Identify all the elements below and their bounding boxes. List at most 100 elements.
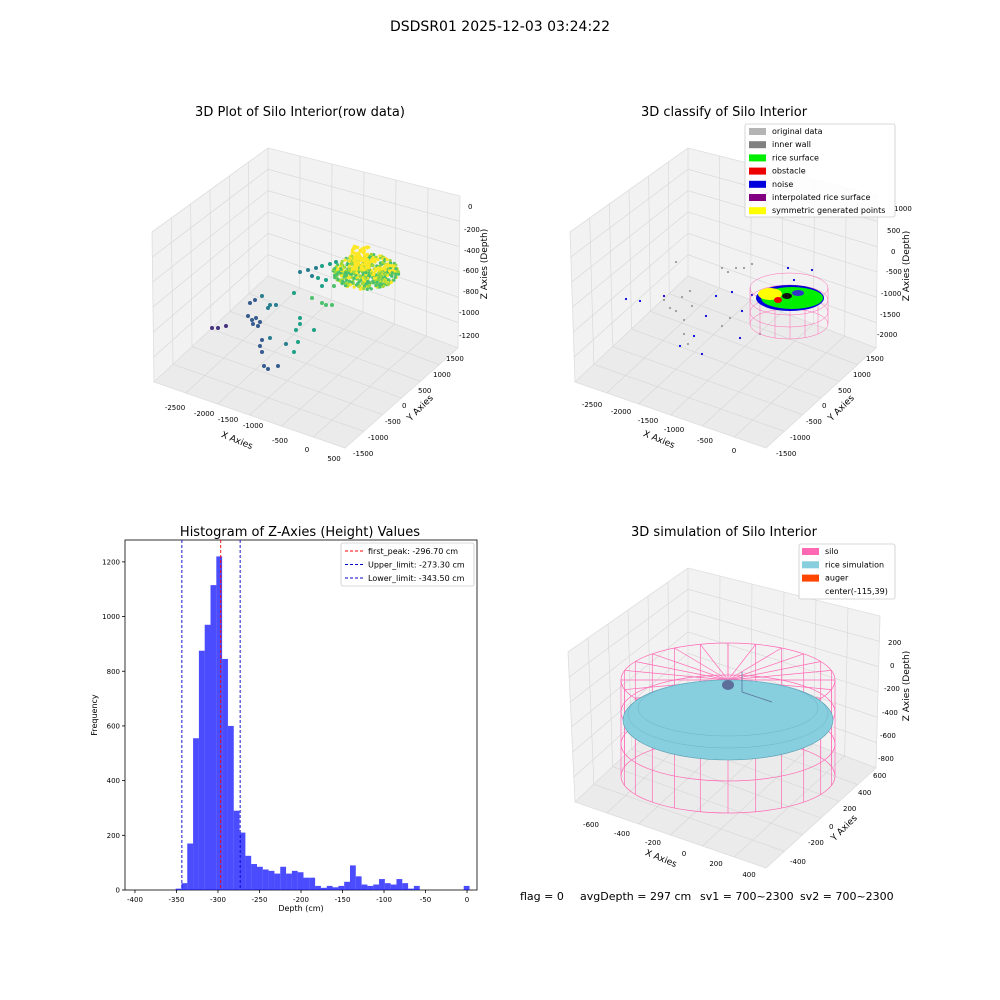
raw-data-point xyxy=(356,263,360,267)
histogram-bar xyxy=(355,876,362,890)
raw-data-point xyxy=(274,303,278,307)
original-data-point xyxy=(728,316,732,320)
classify-ztick: 1000 xyxy=(894,205,912,213)
raw-data-point xyxy=(359,249,363,253)
silo-wire xyxy=(624,670,729,681)
sim-ztick: 0 xyxy=(890,662,894,670)
classify-ztick: -2000 xyxy=(877,331,897,339)
histogram-bar xyxy=(309,877,316,890)
sim-ztick: 200 xyxy=(888,639,901,647)
raw-data-point xyxy=(296,340,300,344)
histogram-bar xyxy=(320,887,327,890)
raw-data-point xyxy=(370,258,374,262)
raw-data-point xyxy=(324,303,328,307)
raw-data-point xyxy=(343,265,347,269)
raw-data-point xyxy=(248,301,252,305)
histogram-x-ticks: -400 -350 -300 -250 -200 -150 -100 -50 0 xyxy=(127,890,469,904)
raw-data-point xyxy=(260,338,264,342)
histogram-reference-lines xyxy=(181,540,241,890)
histogram-ytick-label: 800 xyxy=(107,668,120,676)
raw-ztick: -1000 xyxy=(459,309,479,317)
noise-point xyxy=(730,290,734,294)
raw-data-point xyxy=(364,262,368,267)
classify-rice-surface xyxy=(756,285,824,311)
raw-data-point xyxy=(386,278,391,282)
classify-ytick: 500 xyxy=(838,387,851,395)
sim-xtick: -400 xyxy=(614,830,630,838)
sim-xtick: 400 xyxy=(742,871,755,879)
legend-swatch xyxy=(802,548,819,555)
sim-xlabel: X Axies xyxy=(643,848,678,870)
histogram-bar xyxy=(332,887,339,890)
histogram-bar xyxy=(291,870,298,890)
raw-data-point xyxy=(364,282,369,286)
raw-data-point xyxy=(350,280,354,285)
noise-point xyxy=(662,294,666,298)
raw-data-point xyxy=(276,364,280,368)
legend-swatch xyxy=(749,194,766,201)
legend-swatch xyxy=(802,574,819,582)
classify-ztick: 0 xyxy=(891,248,895,256)
raw-ytick: 1000 xyxy=(433,371,451,379)
raw-data-point xyxy=(374,283,378,288)
raw-data-point xyxy=(377,271,381,275)
raw-data-point xyxy=(268,336,272,340)
sim-xtick: -200 xyxy=(645,839,661,847)
raw-data-point xyxy=(250,318,254,322)
raw-data-point xyxy=(361,282,365,286)
raw-xtick: 0 xyxy=(305,446,309,454)
sim-ytick: 200 xyxy=(843,805,856,813)
raw-data-point xyxy=(328,262,332,266)
raw-data-point xyxy=(324,278,328,282)
legend-label: interpolated rice surface xyxy=(772,193,870,202)
raw-zlabel: Z Axies (Depth) xyxy=(480,229,490,300)
raw-data-point xyxy=(367,280,371,284)
raw-ytick: -500 xyxy=(385,418,401,426)
raw-ztick: -800 xyxy=(463,288,479,296)
status-sv1: sv1 = 700~2300 xyxy=(700,890,794,903)
legend-swatch xyxy=(749,141,766,149)
classify-ztick: -500 xyxy=(886,268,902,276)
histogram-ytick-label: 0 xyxy=(116,887,120,895)
legend-swatch xyxy=(749,207,766,215)
histogram-bar xyxy=(233,810,240,890)
raw-data-point xyxy=(306,268,310,272)
raw-data-point xyxy=(268,303,272,307)
original-data-point xyxy=(682,332,686,336)
raw-data-point xyxy=(371,263,375,267)
legend-label: original data xyxy=(772,127,823,136)
raw-data-point xyxy=(355,271,359,275)
raw-data-point xyxy=(224,324,228,328)
panel-simulation-3d-plot: 3D simulation of Silo Interior -600 -400… xyxy=(567,525,912,879)
raw-data-point xyxy=(390,271,394,275)
silo-wire xyxy=(727,653,804,681)
histogram-bar xyxy=(239,832,246,890)
original-data-point xyxy=(720,324,724,328)
histogram-xtick-label: -250 xyxy=(252,896,268,904)
raw-data-point xyxy=(362,246,366,250)
histogram-bar xyxy=(175,888,182,890)
raw-data-point xyxy=(379,274,383,278)
raw-data-point xyxy=(348,264,352,268)
histogram-bar xyxy=(222,658,228,890)
silo-wire xyxy=(727,661,821,681)
panel-simulation-title: 3D simulation of Silo Interior xyxy=(631,525,818,540)
legend-label: Upper_limit: -273.30 cm xyxy=(368,561,465,570)
raw-data-point xyxy=(332,284,336,288)
raw-data-point xyxy=(384,272,388,276)
raw-data-point xyxy=(376,257,380,261)
raw-ytick: -1000 xyxy=(368,434,388,442)
raw-ytick: 0 xyxy=(402,402,406,410)
histogram-title: Histogram of Z-Axies (Height) Values xyxy=(180,525,420,540)
panel-histogram: Histogram of Z-Axies (Height) Values -40… xyxy=(90,525,478,913)
raw-ztick: -400 xyxy=(464,247,480,255)
histogram-xtick-label: -300 xyxy=(210,896,226,904)
raw-data-point xyxy=(343,258,347,262)
raw-data-point xyxy=(389,280,393,284)
raw-data-point xyxy=(363,275,367,280)
legend-label: Lower_limit: -343.50 cm xyxy=(368,574,465,583)
histogram-bar xyxy=(338,885,345,890)
raw-data-point xyxy=(335,272,339,276)
raw-data-point xyxy=(355,275,359,279)
